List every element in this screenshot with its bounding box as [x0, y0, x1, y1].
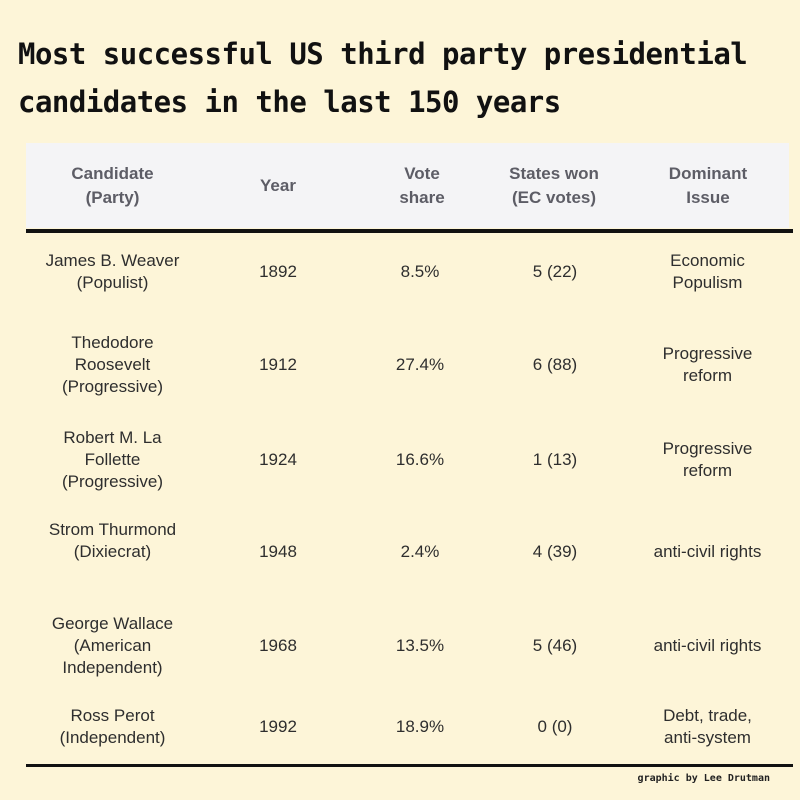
page-title: Most successful US third party president… [18, 37, 748, 119]
cell-dominant-issue: Debt, trade, anti-system [663, 706, 752, 747]
cell-dominant-issue: Progressive reform [662, 439, 753, 480]
cell-vote-share: 13.5% [395, 636, 445, 655]
table-bottom-rule [26, 764, 793, 767]
cell-vote-share: 8.5% [400, 262, 440, 281]
header-candidate: Candidate (Party) [71, 164, 154, 207]
cell-candidate: Strom Thurmond (Dixiecrat) [48, 520, 177, 561]
cell-dominant-issue: Economic Populism [670, 251, 745, 292]
cell-vote-share: 2.4% [400, 542, 440, 561]
cell-year: 1992 [259, 717, 297, 736]
cell-candidate: James B. Weaver (Populist) [45, 251, 180, 292]
header-year: Year [260, 176, 296, 195]
cell-year: 1948 [259, 542, 297, 561]
cell-candidate: George Wallace (American Independent) [51, 614, 174, 677]
header-vote-share: Vote share [399, 164, 445, 207]
cell-states-won: 6 (88) [532, 355, 578, 374]
cell-dominant-issue: Progressive reform [662, 344, 753, 385]
cell-states-won: 0 (0) [537, 717, 573, 736]
table-top-rule [26, 229, 793, 233]
cell-candidate: Ross Perot (Independent) [59, 706, 166, 747]
header-states-won: States won (EC votes) [509, 164, 599, 207]
cell-dominant-issue: anti-civil rights [653, 636, 762, 655]
cell-vote-share: 27.4% [395, 355, 445, 374]
cell-dominant-issue: anti-civil rights [653, 542, 762, 561]
cell-states-won: 5 (22) [532, 262, 578, 281]
cell-candidate: Robert M. La Follette (Progressive) [61, 428, 164, 491]
cell-year: 1924 [259, 450, 297, 469]
header-dominant-issue: Dominant Issue [668, 164, 748, 207]
cell-year: 1892 [259, 262, 297, 281]
cell-candidate: Thedodore Roosevelt (Progressive) [61, 333, 164, 396]
cell-states-won: 1 (13) [532, 450, 578, 469]
cell-vote-share: 18.9% [395, 717, 445, 736]
cell-year: 1912 [259, 355, 297, 374]
cell-states-won: 4 (39) [532, 542, 578, 561]
credit-line: graphic by Lee Drutman [637, 773, 770, 784]
cell-states-won: 5 (46) [532, 636, 578, 655]
cell-year: 1968 [259, 636, 297, 655]
table-header-band [26, 143, 789, 228]
cell-vote-share: 16.6% [395, 450, 445, 469]
